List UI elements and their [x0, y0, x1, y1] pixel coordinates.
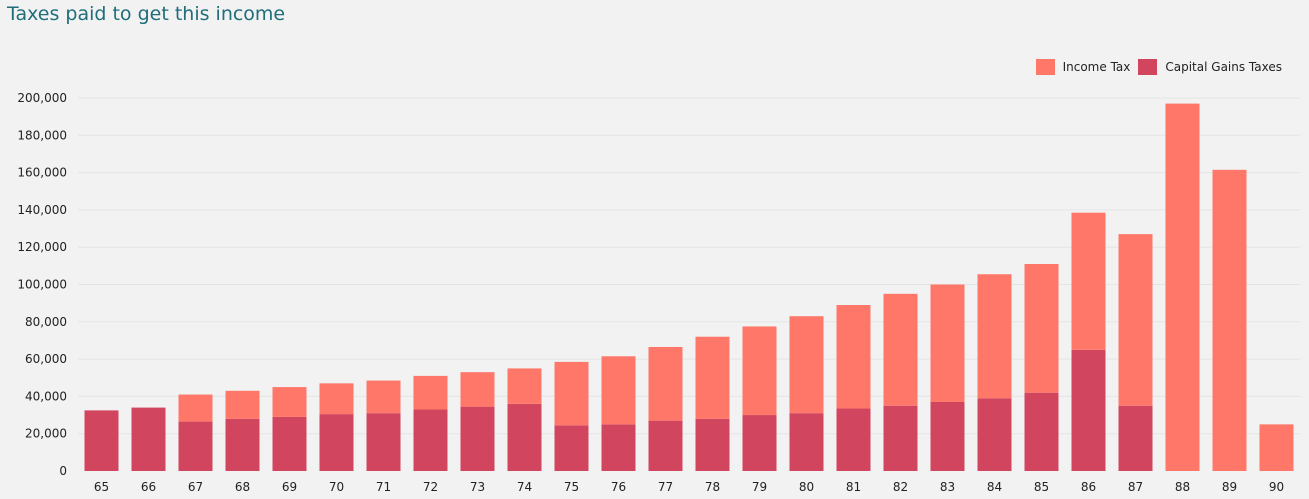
- bar-income-tax[interactable]: [977, 274, 1012, 399]
- bar-capital-gains[interactable]: [883, 405, 918, 471]
- x-tick-label: 76: [611, 480, 626, 494]
- y-tick-label: 180,000: [17, 128, 67, 142]
- chart-title: Taxes paid to get this income: [7, 3, 286, 25]
- x-tick-label: 88: [1175, 480, 1190, 494]
- x-tick-label: 68: [235, 480, 250, 494]
- x-tick-label: 83: [940, 480, 955, 494]
- x-tick-label: 74: [517, 480, 532, 494]
- bar-capital-gains[interactable]: [1071, 349, 1106, 471]
- x-tick-label: 84: [987, 480, 1002, 494]
- x-tick-label: 79: [752, 480, 767, 494]
- x-tick-label: 77: [658, 480, 673, 494]
- legend-label-capital-gains: Capital Gains Taxes: [1165, 60, 1282, 74]
- bar-income-tax[interactable]: [554, 361, 589, 426]
- bar-capital-gains[interactable]: [977, 398, 1012, 471]
- bar-income-tax[interactable]: [1165, 103, 1200, 471]
- bar-capital-gains[interactable]: [272, 416, 307, 471]
- x-tick-label: 65: [94, 480, 109, 494]
- bar-capital-gains[interactable]: [836, 408, 871, 471]
- bar-capital-gains[interactable]: [554, 425, 589, 471]
- bar-capital-gains[interactable]: [413, 409, 448, 471]
- legend-label-income-tax: Income Tax: [1062, 60, 1131, 74]
- bar-capital-gains[interactable]: [319, 414, 354, 471]
- bar-capital-gains[interactable]: [742, 415, 777, 471]
- x-tick-label: 85: [1034, 480, 1049, 494]
- bar-capital-gains[interactable]: [507, 403, 542, 471]
- x-tick-label: 82: [893, 480, 908, 494]
- y-tick-label: 160,000: [17, 166, 67, 180]
- bar-income-tax[interactable]: [1118, 234, 1153, 406]
- bar-income-tax[interactable]: [648, 346, 683, 421]
- x-tick-label: 70: [329, 480, 344, 494]
- bar-income-tax[interactable]: [507, 368, 542, 404]
- bar-income-tax[interactable]: [695, 336, 730, 419]
- y-tick-label: 200,000: [17, 91, 67, 105]
- bar-income-tax[interactable]: [366, 380, 401, 414]
- x-tick-label: 81: [846, 480, 861, 494]
- bar-capital-gains[interactable]: [930, 401, 965, 471]
- x-tick-label: 69: [282, 480, 297, 494]
- bar-income-tax[interactable]: [789, 316, 824, 414]
- x-tick-label: 75: [564, 480, 579, 494]
- x-tick-label: 89: [1222, 480, 1237, 494]
- bar-capital-gains[interactable]: [366, 413, 401, 471]
- bar-income-tax[interactable]: [1212, 169, 1247, 472]
- bar-income-tax[interactable]: [178, 394, 213, 422]
- x-tick-label: 73: [470, 480, 485, 494]
- bar-income-tax[interactable]: [460, 372, 495, 407]
- bar-income-tax[interactable]: [883, 293, 918, 406]
- bar-income-tax[interactable]: [601, 356, 636, 425]
- x-tick-label: 71: [376, 480, 391, 494]
- bar-capital-gains[interactable]: [460, 406, 495, 471]
- bar-capital-gains[interactable]: [695, 418, 730, 471]
- legend-swatch-capital-gains: [1138, 59, 1158, 75]
- bar-income-tax[interactable]: [836, 305, 871, 409]
- bar-capital-gains[interactable]: [131, 407, 166, 471]
- bar-income-tax[interactable]: [1071, 212, 1106, 350]
- bar-income-tax[interactable]: [225, 390, 260, 419]
- legend: Income Tax Capital Gains Taxes: [1028, 59, 1282, 75]
- x-tick-label: 78: [705, 480, 720, 494]
- bar-capital-gains[interactable]: [1118, 405, 1153, 471]
- bar-income-tax[interactable]: [1259, 424, 1294, 471]
- bar-capital-gains[interactable]: [84, 410, 119, 471]
- x-tick-label: 72: [423, 480, 438, 494]
- y-tick-label: 40,000: [25, 389, 67, 403]
- bar-income-tax[interactable]: [272, 387, 307, 417]
- y-tick-label: 140,000: [17, 203, 67, 217]
- bar-capital-gains[interactable]: [178, 421, 213, 471]
- y-tick-label: 80,000: [25, 315, 67, 329]
- y-tick-label: 0: [59, 464, 67, 478]
- bar-income-tax[interactable]: [319, 383, 354, 415]
- x-tick-label: 67: [188, 480, 203, 494]
- bar-income-tax[interactable]: [413, 375, 448, 410]
- y-tick-label: 60,000: [25, 352, 67, 366]
- bar-capital-gains[interactable]: [648, 420, 683, 471]
- bar-income-tax[interactable]: [930, 284, 965, 402]
- bar-capital-gains[interactable]: [789, 413, 824, 471]
- y-tick-label: 20,000: [25, 427, 67, 441]
- bar-capital-gains[interactable]: [601, 424, 636, 471]
- bar-capital-gains[interactable]: [225, 418, 260, 471]
- x-tick-label: 80: [799, 480, 814, 494]
- legend-swatch-income-tax: [1035, 59, 1055, 75]
- bar-capital-gains[interactable]: [1024, 392, 1059, 471]
- x-tick-label: 90: [1269, 480, 1284, 494]
- legend-item-capital-gains[interactable]: Capital Gains Taxes: [1138, 59, 1282, 75]
- bar-income-tax[interactable]: [1024, 263, 1059, 393]
- y-tick-label: 100,000: [17, 278, 67, 292]
- x-tick-label: 87: [1128, 480, 1143, 494]
- x-tick-label: 86: [1081, 480, 1096, 494]
- x-tick-label: 66: [141, 480, 156, 494]
- bar-income-tax[interactable]: [742, 326, 777, 416]
- legend-item-income-tax[interactable]: Income Tax: [1035, 59, 1131, 75]
- y-tick-label: 120,000: [17, 240, 67, 254]
